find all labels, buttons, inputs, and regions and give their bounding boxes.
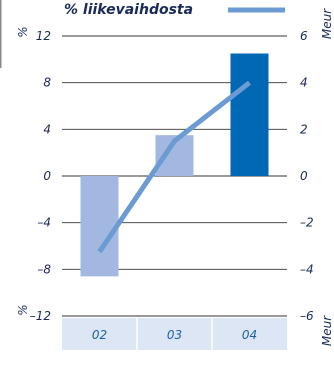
right-tick-label: –4 (300, 262, 314, 276)
margin-rule (0, 0, 2, 68)
bar (80, 176, 119, 277)
left-tick-label: 12 (36, 29, 51, 43)
left-unit-label-top: % (16, 26, 30, 37)
right-unit-label-top: Meur (320, 8, 334, 39)
right-tick-label: 0 (300, 169, 308, 183)
right-tick-label: 4 (300, 76, 308, 90)
line-series (97, 80, 252, 254)
left-tick-label: –4 (37, 216, 51, 230)
left-unit-label-bottom: % (16, 304, 30, 315)
right-axis-ticks: 6 4 2 0 –2 –4 –6 (300, 29, 314, 323)
right-tick-label: 6 (300, 29, 308, 43)
left-axis-ticks: 12 8 4 0 –4 –8 –12 (30, 29, 52, 323)
left-tick-label: 4 (43, 122, 51, 136)
line-series-path (97, 80, 252, 254)
x-tick-label: 03 (167, 328, 182, 342)
x-axis-ticks: 02 03 04 (92, 318, 257, 350)
x-tick-label: 04 (242, 328, 257, 342)
left-tick-label: –8 (37, 262, 51, 276)
left-tick-label: 8 (43, 76, 51, 90)
right-tick-label: –6 (300, 309, 314, 323)
left-tick-label: –12 (30, 309, 51, 323)
right-tick-label: 2 (300, 122, 308, 136)
right-unit-label-bottom: Meur (320, 315, 334, 346)
x-tick-label: 02 (92, 328, 107, 342)
legend-label: % liikevaihdosta (64, 2, 193, 18)
category-band (62, 318, 287, 350)
bar (230, 53, 269, 176)
left-tick-label: 0 (43, 169, 51, 183)
right-tick-label: –2 (300, 216, 314, 230)
